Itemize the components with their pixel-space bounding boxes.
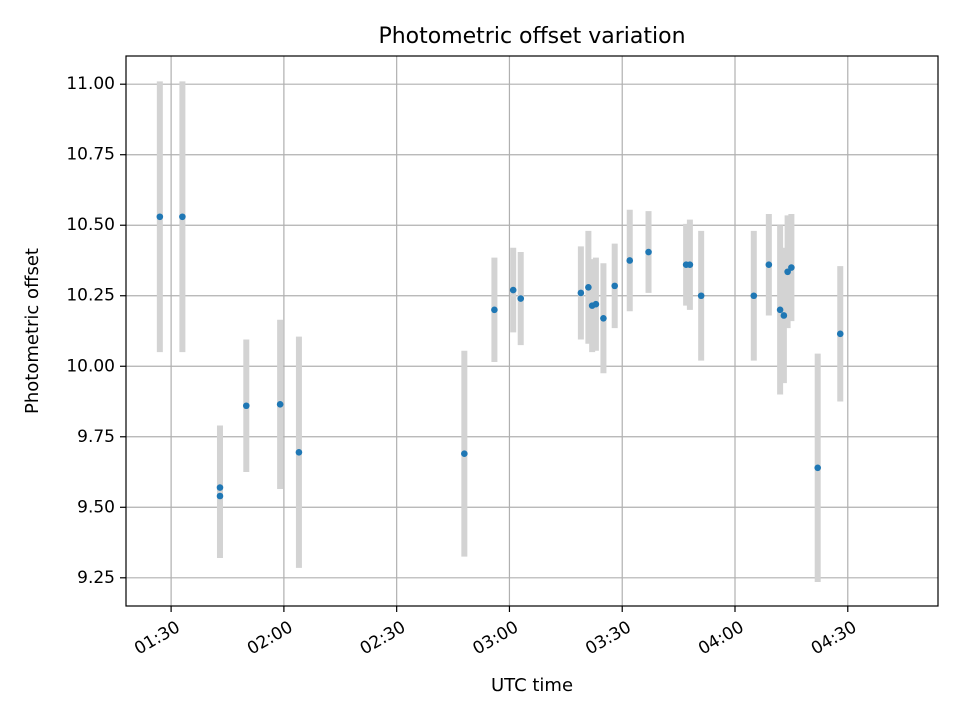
data-point xyxy=(697,292,705,300)
data-point xyxy=(750,292,758,300)
data-point xyxy=(577,289,585,297)
data-point xyxy=(216,484,224,491)
data-point xyxy=(776,306,784,314)
y-tick-label: 9.75 xyxy=(77,427,115,447)
chart-title: Photometric offset variation xyxy=(378,24,685,49)
x-axis-label: UTC time xyxy=(491,675,573,696)
data-point xyxy=(509,286,517,294)
data-point xyxy=(600,315,607,322)
data-point xyxy=(461,450,468,457)
data-point xyxy=(626,257,634,264)
data-point xyxy=(585,283,592,291)
y-tick-label: 10.50 xyxy=(66,215,115,235)
y-axis-label: Photometric offset xyxy=(22,248,43,414)
data-point xyxy=(517,295,525,302)
data-point xyxy=(242,402,250,410)
y-tick-label: 10.75 xyxy=(66,145,115,165)
data-point xyxy=(276,401,284,408)
data-point xyxy=(645,248,652,256)
data-point xyxy=(836,330,844,338)
data-point xyxy=(686,261,694,269)
data-point xyxy=(788,264,795,271)
data-point xyxy=(179,213,186,221)
data-point xyxy=(780,312,788,319)
data-point xyxy=(814,464,822,472)
data-point xyxy=(216,492,224,500)
y-tick-label: 11.00 xyxy=(66,74,115,94)
y-tick-label: 9.50 xyxy=(77,497,115,517)
data-point xyxy=(491,306,498,314)
y-tick-label: 10.00 xyxy=(66,356,115,376)
data-point xyxy=(295,448,303,456)
grid-lines xyxy=(126,56,938,606)
data-point xyxy=(611,282,619,290)
plot-frame xyxy=(125,55,939,607)
data-point xyxy=(765,261,773,269)
y-tick-label: 10.25 xyxy=(66,286,115,306)
data-point xyxy=(156,213,164,221)
data-markers xyxy=(156,213,844,500)
data-point xyxy=(784,268,791,276)
y-tick-label: 9.25 xyxy=(77,568,115,588)
data-point xyxy=(592,300,600,308)
